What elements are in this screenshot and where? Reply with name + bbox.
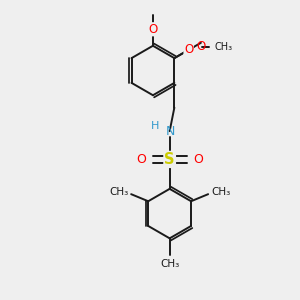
Text: CH₃: CH₃ [160, 259, 179, 269]
Text: S: S [164, 152, 175, 167]
Text: O: O [196, 40, 205, 53]
Text: O: O [193, 153, 203, 166]
Text: O: O [136, 153, 146, 166]
Text: H: H [151, 122, 160, 131]
Text: CH₃: CH₃ [215, 42, 233, 52]
Text: O: O [148, 23, 158, 36]
Text: O: O [184, 44, 193, 56]
Text: CH₃: CH₃ [211, 188, 230, 197]
Text: CH₃: CH₃ [109, 188, 128, 197]
Text: N: N [166, 125, 175, 138]
